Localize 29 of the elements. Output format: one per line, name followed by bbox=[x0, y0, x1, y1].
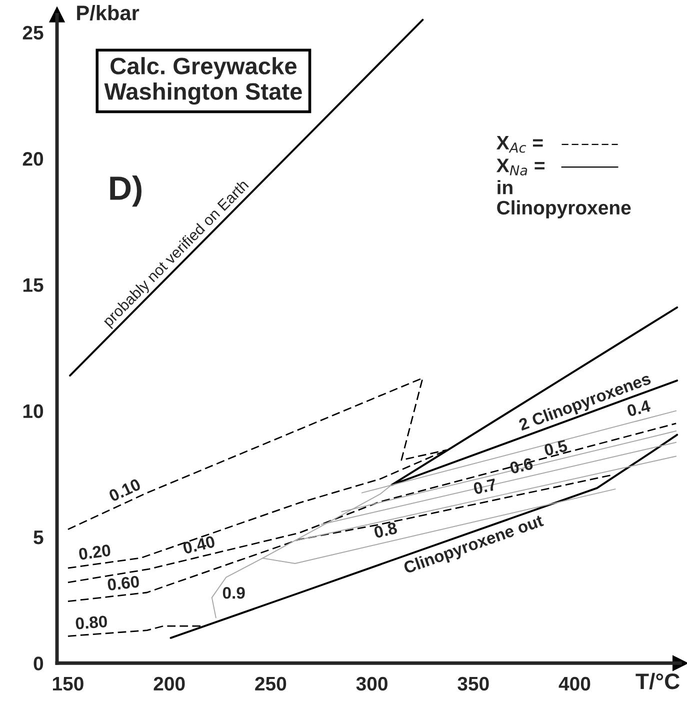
x-tick-label: 400 bbox=[558, 676, 590, 691]
x-axis-title: T/°C bbox=[636, 672, 680, 690]
annotation: 0.80 bbox=[75, 615, 108, 630]
annotation: Calc. Greywacke Washington State bbox=[104, 57, 302, 105]
y-tick-label: 5 bbox=[34, 530, 44, 544]
annotation: 0.20 bbox=[78, 544, 111, 560]
y-tick-label: 0 bbox=[34, 656, 44, 670]
annotation: 0.5 bbox=[544, 440, 568, 456]
annotation: X$_{Ac}$ = bbox=[496, 136, 543, 153]
annotation: 0.40 bbox=[182, 535, 216, 554]
y-tick-label: 10 bbox=[23, 404, 44, 418]
annotation: 0.8 bbox=[374, 522, 398, 538]
annotation: 0.6 bbox=[509, 458, 534, 474]
annotation: 0.10 bbox=[108, 478, 142, 502]
annotation: X$_{Na}$ = bbox=[496, 158, 544, 176]
y-axis-title: P/kbar bbox=[77, 5, 140, 21]
x-tick-label: 300 bbox=[356, 676, 388, 691]
y-tick-label: 15 bbox=[23, 278, 44, 292]
x-tick-label: 350 bbox=[458, 676, 489, 691]
y-tick-label: 25 bbox=[22, 26, 44, 40]
x-tick-label: 250 bbox=[255, 676, 286, 691]
annotation: 0.9 bbox=[222, 586, 245, 599]
annotation: in Clinopyroxene bbox=[497, 180, 631, 218]
annotation: 0.7 bbox=[473, 478, 497, 495]
annotation: 0.60 bbox=[107, 576, 140, 591]
y-tick-label: 20 bbox=[22, 152, 44, 166]
x-tick-label: 150 bbox=[52, 676, 84, 691]
annotation: D) bbox=[110, 176, 142, 207]
x-tick-label: 200 bbox=[154, 676, 185, 691]
